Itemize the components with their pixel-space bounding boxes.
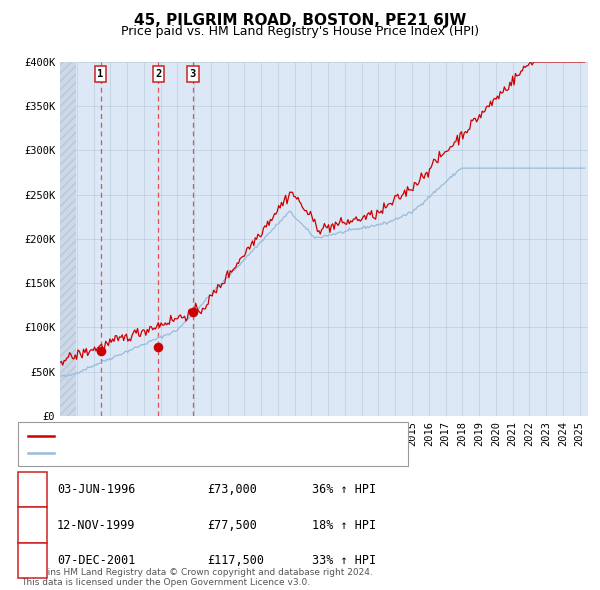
Text: 1: 1 <box>29 483 36 496</box>
Point <box>96 347 106 356</box>
Text: 3: 3 <box>29 554 36 567</box>
Text: 33% ↑ HPI: 33% ↑ HPI <box>312 554 376 567</box>
Text: HPI: Average price, detached house, Boston: HPI: Average price, detached house, Bost… <box>60 447 319 460</box>
Text: Contains HM Land Registry data © Crown copyright and database right 2024.
This d: Contains HM Land Registry data © Crown c… <box>21 568 373 587</box>
Text: £77,500: £77,500 <box>207 519 257 532</box>
Text: Price paid vs. HM Land Registry's House Price Index (HPI): Price paid vs. HM Land Registry's House … <box>121 25 479 38</box>
Point <box>188 307 198 317</box>
Text: 36% ↑ HPI: 36% ↑ HPI <box>312 483 376 496</box>
Bar <box>60 62 76 416</box>
Text: 03-JUN-1996: 03-JUN-1996 <box>57 483 136 496</box>
Text: 3: 3 <box>190 69 196 79</box>
Text: 2: 2 <box>155 69 161 79</box>
Text: 12-NOV-1999: 12-NOV-1999 <box>57 519 136 532</box>
Text: £73,000: £73,000 <box>207 483 257 496</box>
Text: 1: 1 <box>97 69 104 79</box>
Text: 18% ↑ HPI: 18% ↑ HPI <box>312 519 376 532</box>
Text: 45, PILGRIM ROAD, BOSTON, PE21 6JW (detached house): 45, PILGRIM ROAD, BOSTON, PE21 6JW (deta… <box>60 429 396 442</box>
Point <box>154 343 163 352</box>
Text: 2: 2 <box>29 519 36 532</box>
Text: 45, PILGRIM ROAD, BOSTON, PE21 6JW: 45, PILGRIM ROAD, BOSTON, PE21 6JW <box>134 13 466 28</box>
Text: £117,500: £117,500 <box>207 554 264 567</box>
Text: 07-DEC-2001: 07-DEC-2001 <box>57 554 136 567</box>
